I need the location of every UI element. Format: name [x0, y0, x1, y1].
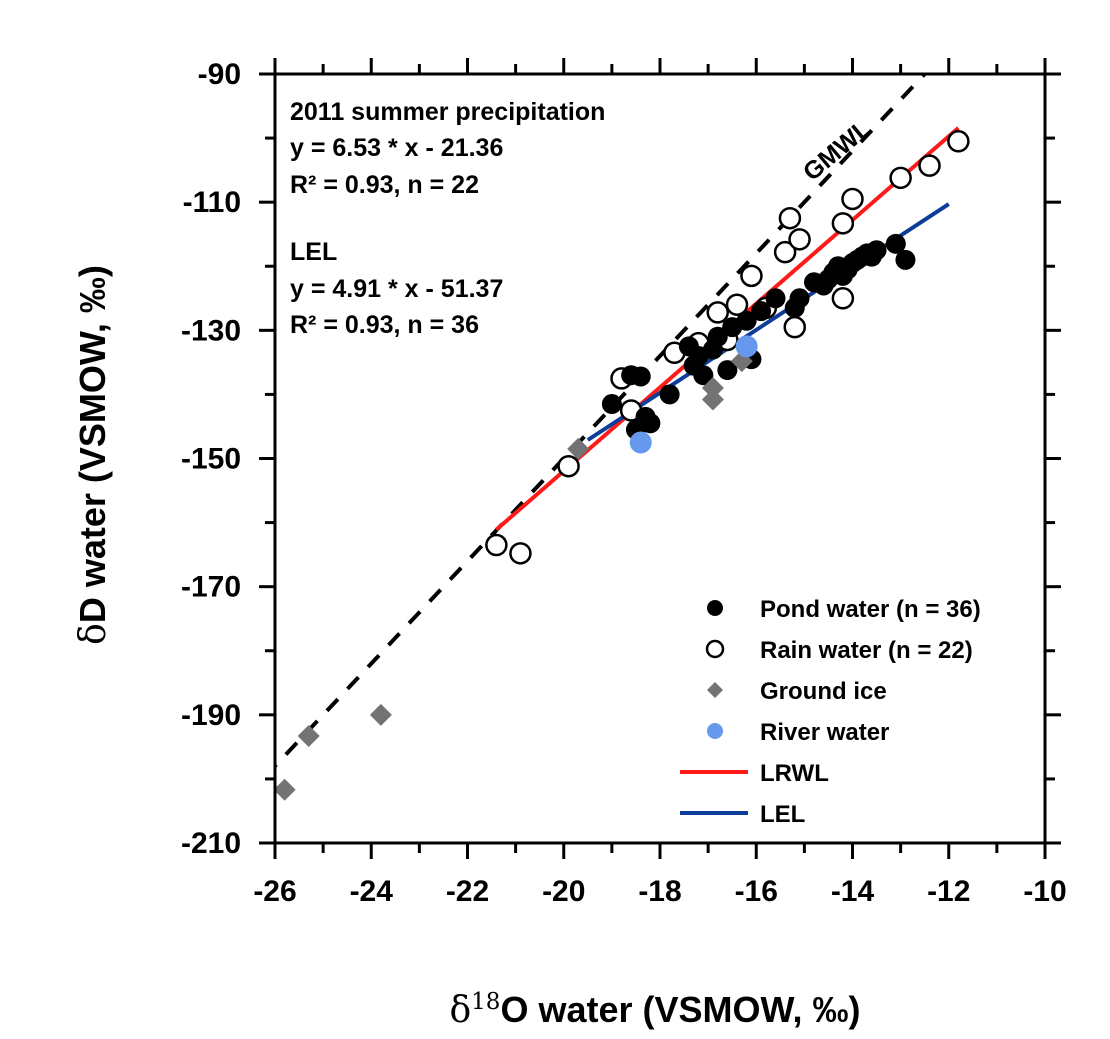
ground-ice-point	[701, 388, 724, 411]
lel-title: LEL	[290, 238, 337, 266]
legend-ground-ice-marker	[707, 682, 723, 698]
rain-water-point	[788, 228, 811, 251]
x-tick-label: -14	[831, 875, 875, 908]
pond-water-point	[885, 233, 906, 254]
y-tick-label: -190	[181, 699, 241, 732]
ground-ice-point	[297, 724, 320, 747]
x-tick-label: -20	[542, 875, 585, 908]
x-tick-label: -26	[253, 875, 296, 908]
y-tick-label: -90	[198, 58, 241, 91]
ground-ice-point	[567, 437, 590, 460]
legend-rain-water-marker	[705, 639, 725, 659]
rain-water-point	[947, 130, 970, 153]
x-tick-label: -10	[1023, 875, 1066, 908]
pond-water-point	[659, 384, 680, 405]
ground-ice-point	[701, 377, 724, 400]
rain-water-point	[831, 287, 855, 310]
y-tick-label: -110	[183, 186, 241, 219]
pond-water-point	[736, 310, 757, 331]
precip-stats: R² = 0.93, n = 22	[290, 171, 479, 199]
rain-water-point	[918, 154, 941, 177]
rain-water-point	[740, 264, 763, 288]
lel-stats: R² = 0.93, n = 36	[290, 311, 479, 339]
y-axis-label: δD water (VSMOW, ‰)	[72, 265, 114, 645]
rain-water-point	[773, 240, 797, 264]
rain-water-point	[557, 454, 580, 478]
annotation-block: 2011 summer precipitation y = 6.53 * x -…	[290, 98, 605, 339]
rain-water-point	[831, 212, 855, 235]
legend: Pond water (n = 36) Rain water (n = 22) Gr…	[680, 596, 981, 828]
x-tick-label: -12	[927, 875, 970, 908]
precip-equation: y = 6.53 * x - 21.36	[290, 134, 503, 162]
y-tick-label: -150	[181, 443, 241, 476]
ground-ice-point	[273, 778, 296, 801]
rain-water-point	[485, 533, 508, 557]
pond-water-point	[601, 394, 622, 415]
rain-water-point	[889, 166, 912, 190]
pond-water-point	[683, 355, 704, 376]
river-water-point	[629, 431, 652, 454]
data-points-layer	[273, 130, 970, 801]
legend-pond-water-marker	[707, 600, 723, 616]
x-tick-label: -24	[350, 875, 394, 908]
rain-water-point	[509, 542, 532, 565]
rain-water-point	[778, 206, 802, 230]
pond-water-point	[866, 240, 887, 261]
x-axis-label: δ18O water (VSMOW, ‰)	[449, 989, 860, 1031]
rain-water-point	[841, 187, 864, 211]
pond-water-point	[765, 288, 786, 309]
y-tick-label: -170	[181, 571, 241, 604]
legend-lel-label: LEL	[760, 801, 805, 828]
pond-water-point	[751, 301, 772, 322]
river-water-point	[735, 335, 758, 358]
pond-water-point	[895, 249, 916, 270]
pond-water-point	[717, 360, 738, 381]
x-tick-label: -18	[638, 875, 681, 908]
legend-rain-water-label: Rain water (n = 22)	[760, 637, 973, 664]
legend-river-water-label: River water	[760, 719, 889, 746]
legend-ground-ice-label: Ground ice	[760, 678, 887, 705]
precip-title: 2011 summer precipitation	[290, 98, 605, 126]
lel-equation: y = 4.91 * x - 51.37	[290, 275, 503, 303]
rain-water-point	[783, 315, 806, 339]
gmwl-label: GMWL	[798, 114, 877, 186]
y-tick-label: -130	[181, 314, 241, 347]
pond-water-point	[789, 288, 810, 309]
pond-water-point	[630, 366, 651, 387]
rain-water-point	[706, 301, 729, 324]
rain-water-point	[725, 293, 749, 316]
legend-pond-water-label: Pond water (n = 36)	[760, 596, 981, 623]
ticks-layer: -26 -24 -22 -20 -18 -16 -14 -12 -10 -210 -190 -170 -…	[181, 58, 1067, 908]
x-tick-label: -16	[735, 875, 778, 908]
y-tick-label: -210	[181, 827, 241, 860]
gmwl-line	[275, 74, 927, 770]
legend-river-water-marker	[707, 723, 723, 739]
legend-lrwl-label: LRWL	[760, 760, 829, 787]
ground-ice-point	[369, 703, 392, 726]
pond-water-point	[707, 326, 728, 347]
x-tick-label: -22	[446, 875, 489, 908]
